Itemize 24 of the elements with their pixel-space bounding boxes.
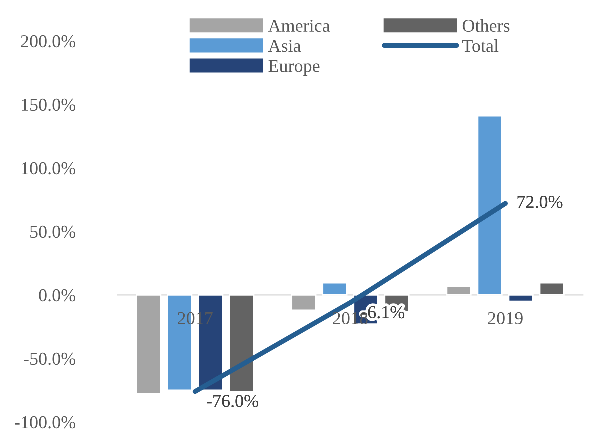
x-tick-label: 2019 [488,312,523,325]
y-tick-label: 200.0% [21,35,76,48]
bar [322,282,348,296]
y-tick-label: -50.0% [24,352,76,366]
bar [446,286,472,296]
bar [291,294,317,312]
legend-label: Total [462,39,499,52]
legend-label: Europe [268,60,320,76]
legend-label: Asia [268,40,302,52]
bar [508,294,534,302]
bar [229,294,255,392]
bar [136,294,162,395]
bar [539,282,565,296]
x-tick-label: 2017 [178,312,213,325]
legend-label: Others [462,19,510,32]
data-label: 72.0% [518,196,563,208]
data-label: -76.0% [207,395,258,408]
y-tick-label: 150.0% [22,98,76,112]
y-tick-label: -100.0% [15,416,76,429]
legend-label: America [268,20,330,32]
y-tick-label: 0.0% [39,289,76,302]
bar [477,115,503,296]
y-tick-label: 50.0% [30,226,76,238]
y-tick-label: 100.0% [22,162,76,175]
